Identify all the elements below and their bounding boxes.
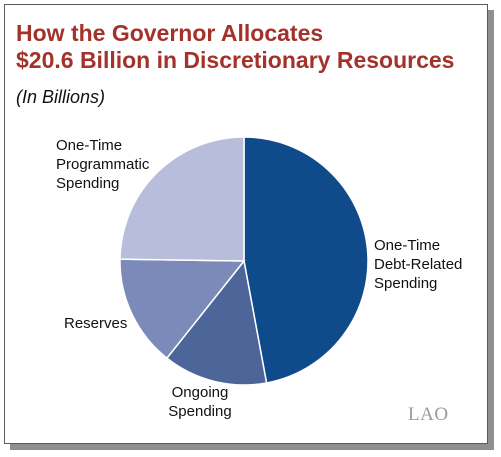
pie-slice-reserves [119, 258, 246, 360]
slice-label-programmatic-line-2: Programmatic [56, 156, 150, 173]
slice-label-programmatic-line-1: One-Time [56, 137, 122, 154]
chart-subtitle: (In Billions) [16, 87, 106, 107]
chart-title-line-1: How the Governor Allocates [16, 20, 324, 46]
pie-slices [119, 136, 369, 386]
slice-label-debt-related: One-Time Debt-Related Spending [374, 237, 462, 292]
slice-label-reserves: Reserves [64, 315, 127, 332]
slice-label-ongoing: Ongoing Spending [168, 384, 231, 420]
slice-label-ongoing-line-1: Ongoing [172, 384, 229, 401]
slice-label-programmatic: One-Time Programmatic Spending [56, 137, 150, 192]
lao-logo: LAO [408, 404, 449, 425]
slice-label-debt-related-line-2: Debt-Related [374, 256, 462, 273]
slice-label-debt-related-line-1: One-Time [374, 237, 440, 254]
slice-label-reserves-line-1: Reserves [64, 315, 127, 332]
chart-title-line-2: $20.6 Billion in Discretionary Resources [16, 47, 455, 73]
pie-labels: One-Time Debt-Related Spending Ongoing Spend… [56, 137, 462, 420]
pie-slice-ongoing [165, 259, 268, 386]
pie-slice-debt-related [243, 136, 369, 384]
pie-slice-programmatic [119, 136, 245, 262]
slice-label-debt-related-line-3: Spending [374, 275, 437, 292]
slice-label-programmatic-line-3: Spending [56, 175, 119, 192]
chart-title: How the Governor Allocates $20.6 Billion… [16, 20, 454, 74]
slice-label-ongoing-line-2: Spending [168, 403, 231, 420]
